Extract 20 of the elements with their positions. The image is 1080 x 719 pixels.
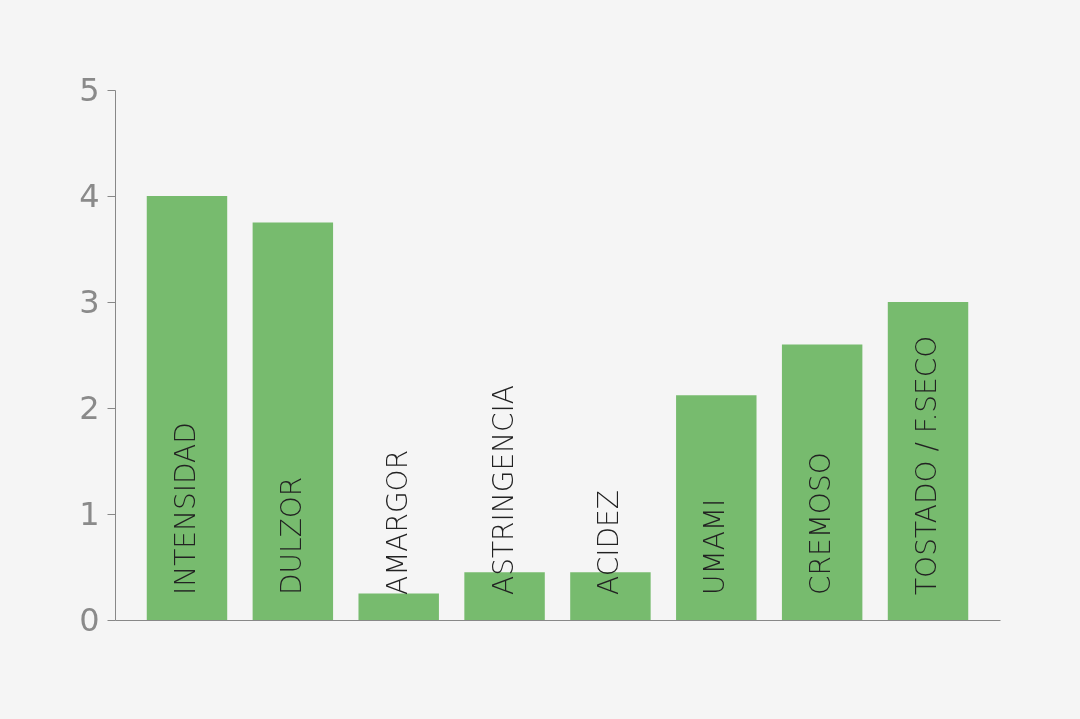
y-tick-label: 5 (79, 70, 100, 109)
x-tick-label: CREMOSO (804, 452, 838, 595)
x-tick-label: AMARGOR (380, 449, 414, 595)
y-tick-label: 2 (79, 388, 100, 427)
x-tick-label: ASTRINGENCIA (486, 385, 520, 595)
x-tick-label: INTENSIDAD (168, 422, 202, 595)
x-tick-label: TOSTADO / F.SECO (910, 335, 944, 595)
bar (781, 344, 863, 620)
bar (358, 593, 439, 620)
bar (146, 196, 228, 620)
y-tick-label: 3 (79, 282, 100, 321)
x-tick-label: ACIDEZ (592, 490, 626, 595)
bar (252, 222, 334, 620)
bar (887, 302, 969, 620)
y-tick-label: 0 (79, 600, 100, 639)
x-tick-label: UMAMI (698, 498, 732, 595)
y-tick-label: 1 (79, 494, 100, 533)
x-tick-label: DULZOR (274, 476, 308, 595)
y-tick-label: 4 (79, 176, 100, 215)
bar (676, 395, 757, 620)
